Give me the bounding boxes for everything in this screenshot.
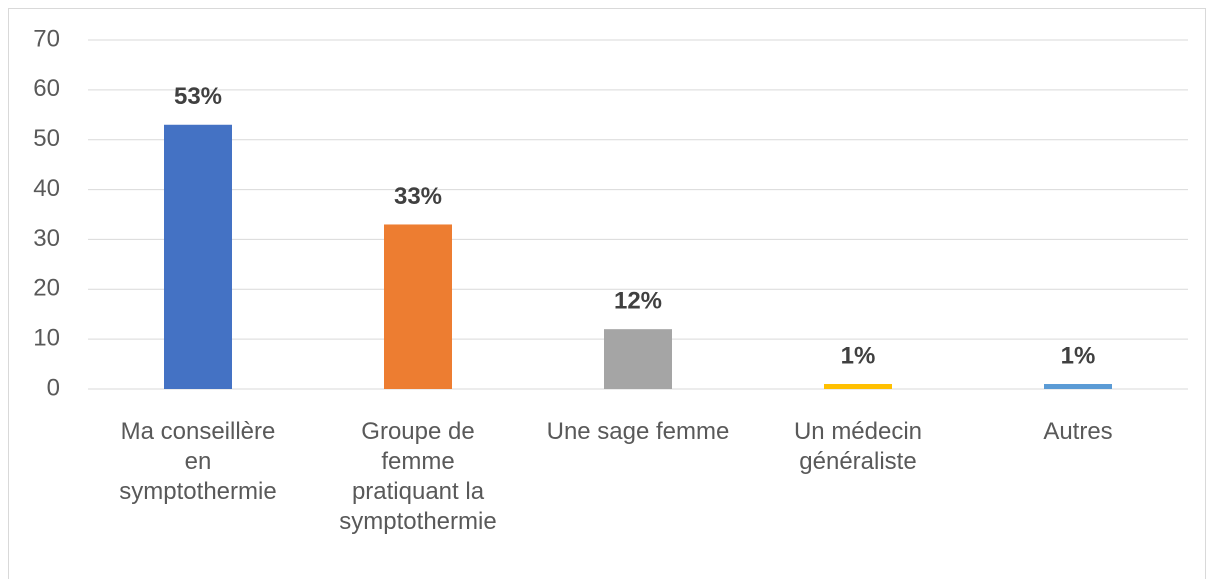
bar (1044, 384, 1112, 389)
x-tick-label: Un médecin généraliste (793, 418, 923, 475)
y-tick-label: 60 (33, 75, 60, 102)
bar (824, 384, 892, 389)
y-tick-label: 10 (33, 324, 60, 351)
data-label: 33% (394, 183, 442, 210)
y-tick-label: 40 (33, 175, 60, 202)
data-label: 1% (841, 342, 876, 369)
chart-frame (8, 8, 1206, 579)
bar (384, 224, 452, 389)
x-tick-label: Une sage femme (546, 418, 730, 445)
y-tick-label: 70 (33, 25, 60, 52)
data-label: 1% (1061, 342, 1096, 369)
bar (604, 329, 672, 389)
bar (164, 124, 232, 389)
x-tick-label: Ma conseillère en symptothermie (119, 418, 277, 505)
y-tick-label: 30 (33, 225, 60, 252)
y-tick-label: 50 (33, 125, 60, 152)
x-tick-label: Groupe de femme pratiquant la symptother… (339, 418, 497, 535)
y-tick-label: 0 (47, 374, 60, 401)
x-tick-label: Autres (1043, 418, 1113, 445)
data-label: 12% (614, 288, 662, 315)
data-label: 53% (174, 83, 222, 110)
y-tick-label: 20 (33, 275, 60, 302)
